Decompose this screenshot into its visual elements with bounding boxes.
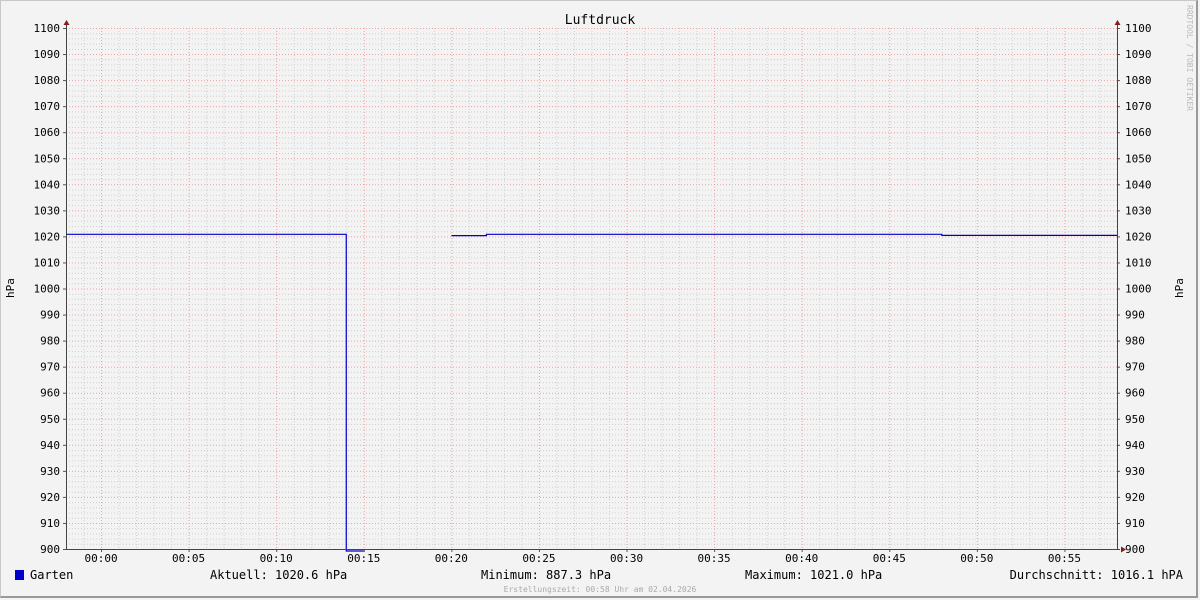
y-tick-label-right: 1050 [1125,152,1152,165]
y-tick-label-left: 1070 [34,100,61,113]
legend-maximum: Maximum: 1021.0 hPa [745,568,882,582]
watermark: RRDTOOL / TOBI OETIKER [1185,5,1194,111]
legend-label-garten: Garten [30,568,73,582]
y-tick-label-left: 1100 [34,22,61,35]
x-tick-label: 00:20 [435,552,468,565]
x-tick-label: 00:30 [610,552,643,565]
y-tick-label-left: 930 [40,465,60,478]
y-tick-label-right: 920 [1125,491,1145,504]
y-tick-label-left: 940 [40,439,60,452]
y-tick-label-right: 980 [1125,335,1145,348]
x-tick-label: 00:25 [522,552,555,565]
y-tick-label-left: 1050 [34,152,61,165]
y-tick-label-right: 960 [1125,387,1145,400]
legend-minimum: Minimum: 887.3 hPa [481,568,611,582]
y-tick-label-left: 1010 [34,256,61,269]
y-tick-label-right: 930 [1125,465,1145,478]
chart-title: Luftdruck [565,13,636,28]
y-tick-label-left: 1040 [34,178,61,191]
y-tick-label-left: 910 [40,517,60,530]
y-tick-label-right: 1100 [1125,22,1152,35]
y-tick-label-right: 1000 [1125,283,1152,296]
y-tick-label-right: 950 [1125,413,1145,426]
y-tick-label-right: 1090 [1125,48,1152,61]
x-tick-label: 00:00 [84,552,117,565]
x-tick-label: 00:50 [960,552,993,565]
y-tick-label-left: 980 [40,335,60,348]
legend-swatch-garten [15,570,24,580]
y-axis-arrow-right-icon [1114,20,1121,25]
y-tick-label-right: 1070 [1125,100,1152,113]
y-tick-label-left: 1030 [34,204,61,217]
y-tick-label-right: 1010 [1125,256,1152,269]
y-tick-label-left: 1020 [34,230,61,243]
x-tick-label: 00:45 [873,552,906,565]
y-tick-label-right: 990 [1125,309,1145,322]
x-tick-label: 00:40 [785,552,818,565]
y-tick-label-right: 910 [1125,517,1145,530]
y-axis-label-left: hPa [4,278,17,298]
series-line-garten [66,233,1117,552]
y-tick-label-right: 1060 [1125,126,1152,139]
footer-timestamp: Erstellungszeit: 00:58 Uhr am 02.04.2026 [504,585,697,594]
y-tick-label-right: 940 [1125,439,1145,452]
y-tick-label-left: 970 [40,361,60,374]
y-tick-label-left: 1060 [34,126,61,139]
y-axis-label-right: hPa [1173,278,1186,298]
y-tick-label-left: 960 [40,387,60,400]
x-tick-label: 00:15 [347,552,380,565]
x-tick-label: 00:10 [260,552,293,565]
x-tick-label: 00:35 [698,552,731,565]
x-tick-label: 00:55 [1048,552,1081,565]
y-tick-label-left: 1090 [34,48,61,61]
y-tick-label-left: 920 [40,491,60,504]
x-tick-label: 00:05 [172,552,205,565]
y-tick-label-right: 1020 [1125,230,1152,243]
x-axis-arrow-icon [1121,546,1126,553]
y-tick-label-right: 1080 [1125,74,1152,87]
legend-current: Aktuell: 1020.6 hPa [210,568,347,582]
y-tick-label-right: 1040 [1125,178,1152,191]
y-axis-arrow-left-icon [63,20,70,25]
legend-average: Durchschnitt: 1016.1 hPA [1010,568,1184,582]
y-tick-label-right: 1030 [1125,204,1152,217]
y-tick-label-left: 900 [40,543,60,556]
y-tick-label-right: 970 [1125,361,1145,374]
y-tick-label-right: 900 [1125,543,1145,556]
y-tick-label-left: 1080 [34,74,61,87]
y-tick-label-left: 950 [40,413,60,426]
y-tick-label-left: 1000 [34,283,61,296]
y-tick-label-left: 990 [40,309,60,322]
